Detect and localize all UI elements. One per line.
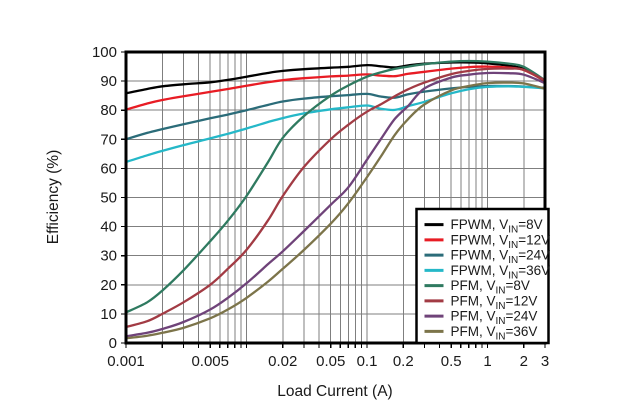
series-curve-pfm-vin-12v [124, 67, 547, 329]
y-tick-label: 50 [100, 190, 117, 207]
tick-labels: 0 10 20 30 40 50 60 70 80 90 100 0.001 0.005 0.02 0.05… [92, 44, 549, 370]
y-tick-label: 20 [100, 277, 117, 294]
y-tick-label: 40 [100, 219, 117, 236]
y-tick-label: 90 [100, 73, 117, 90]
legend-label: FPWM, VIN=24V [451, 248, 551, 267]
legend-label: FPWM, VIN=36V [451, 263, 551, 282]
y-tick-label: 80 [100, 102, 117, 119]
series-curve-pfm-vin-24v [124, 71, 547, 338]
x-tick-label: 0.5 [441, 353, 462, 370]
y-tick-label: 10 [100, 306, 117, 323]
x-tick-label: 1 [483, 353, 491, 370]
legend-label: PFM, VIN=24V [451, 309, 538, 328]
legend-label: PFM, VIN=36V [451, 324, 538, 343]
legend-label: PFM, VIN=12V [451, 293, 538, 312]
series-curves [124, 59, 547, 340]
series-curve-fpwm-vin-8v [124, 61, 547, 95]
x-tick-label: 0.02 [268, 353, 297, 370]
x-tick-label: 0.05 [316, 353, 345, 370]
y-tick-label: 30 [100, 248, 117, 265]
legend-label: FPWM, VIN=8V [451, 217, 543, 236]
y-axis-title: Efficiency (%) [45, 150, 62, 244]
series-curve-fpwm-vin-24v [124, 84, 547, 141]
legend-label: PFM, VIN=8V [451, 278, 530, 297]
x-axis-title: Load Current (A) [277, 383, 392, 400]
series-curve-fpwm-vin-36v [124, 85, 547, 164]
x-tick-label: 3 [541, 353, 549, 370]
y-tick-label: 60 [100, 160, 117, 177]
legend-box [415, 207, 550, 345]
y-tick-label: 0 [109, 335, 117, 352]
x-tick-label: 0.005 [191, 353, 229, 370]
x-tick-label: 0.2 [393, 353, 414, 370]
x-tick-label: 0.1 [357, 353, 378, 370]
series-curve-pfm-vin-8v [124, 59, 547, 314]
legend-label: FPWM, VIN=12V [451, 232, 551, 251]
series-curve-fpwm-vin-12v [124, 65, 547, 111]
series-curve-pfm-vin-36v [124, 81, 547, 340]
x-tick-label: 0.001 [107, 353, 145, 370]
plot-border [124, 50, 547, 345]
y-tick-label: 70 [100, 131, 117, 148]
y-tick-label: 100 [92, 44, 117, 61]
x-tick-label: 2 [520, 353, 528, 370]
